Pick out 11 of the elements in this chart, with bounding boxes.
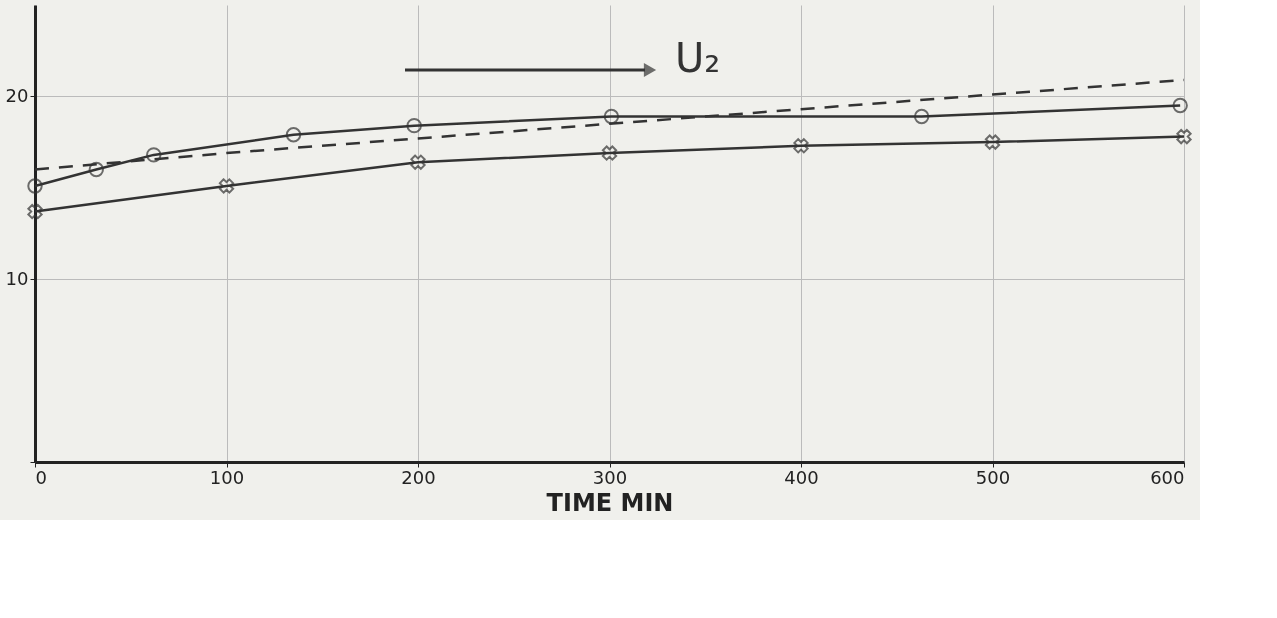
- x-axis-title: TIME MIN: [546, 488, 674, 517]
- x-tick-label: 100: [209, 466, 245, 488]
- y-tick-label: 20: [5, 84, 29, 106]
- x-tick-label: 600: [1150, 466, 1185, 488]
- x-tick-label: 400: [784, 466, 819, 488]
- x-tick-label: 300: [592, 466, 628, 488]
- x-tick-label: 500: [975, 466, 1011, 488]
- x-tick-label: 0: [35, 466, 47, 488]
- y-tick-label: 10: [5, 267, 29, 289]
- x-tick-label: 200: [401, 466, 436, 488]
- annotation: U₂: [675, 35, 721, 81]
